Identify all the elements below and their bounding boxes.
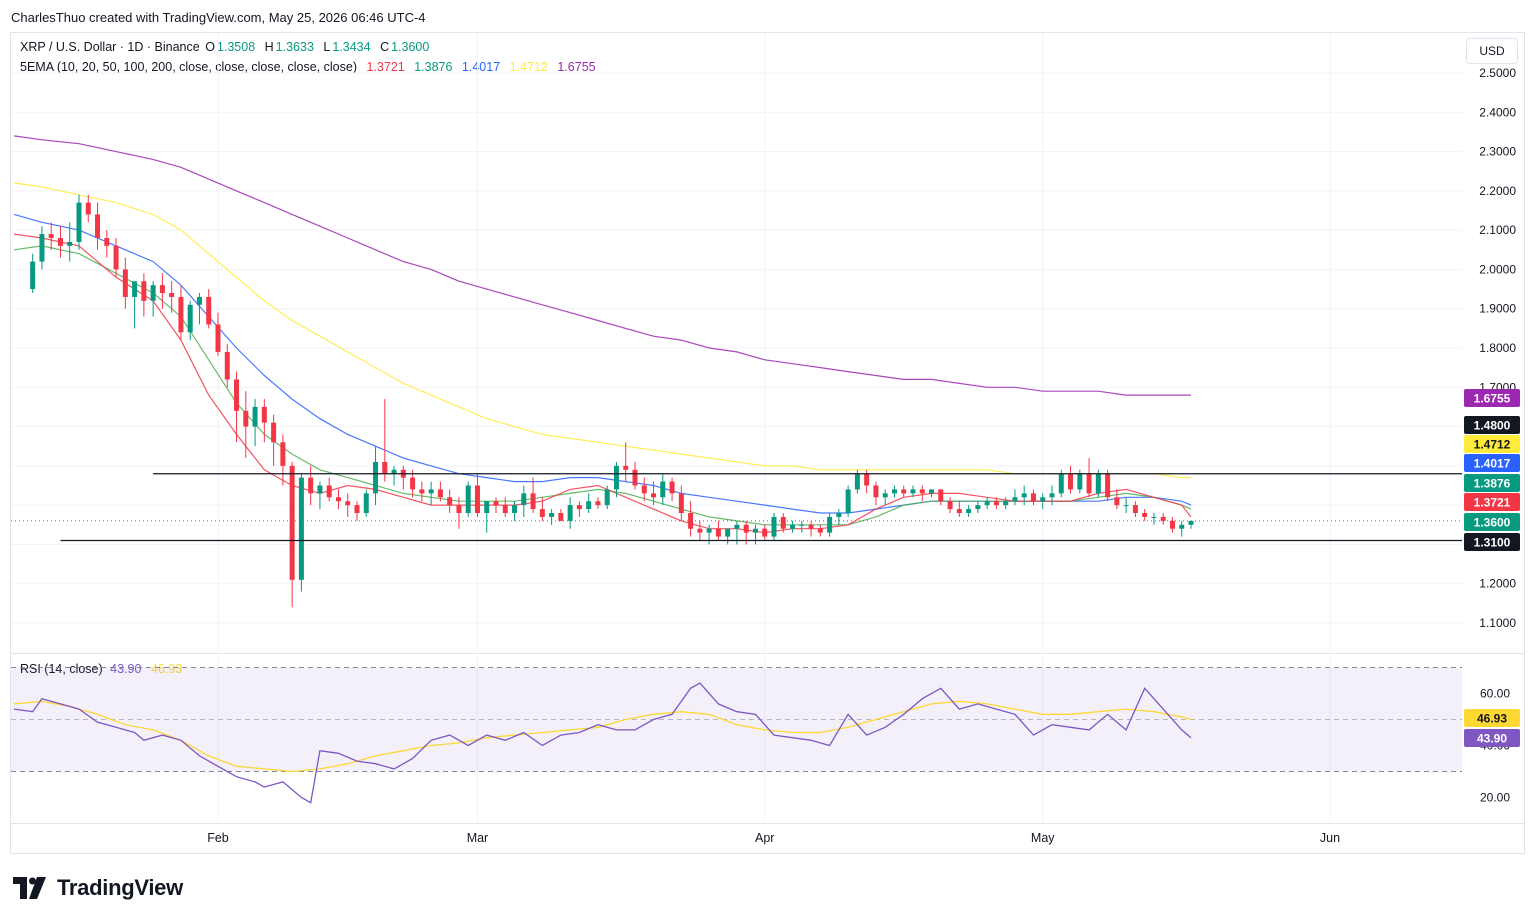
rsi-legend: RSI (14, close) 43.90 46.93 <box>20 662 184 676</box>
symbol-name[interactable]: XRP / U.S. Dollar · 1D · Binance <box>20 40 200 54</box>
low-label: L <box>323 40 331 54</box>
rsi-value: 43.90 <box>110 662 142 676</box>
open-label: O <box>205 40 215 54</box>
ema100-value: 1.4712 <box>509 60 548 74</box>
ema10-value: 1.3721 <box>366 60 405 74</box>
close-label: C <box>380 40 390 54</box>
high-value: 1.3633 <box>275 40 314 54</box>
currency-button[interactable]: USD <box>1466 38 1518 64</box>
symbol-legend: XRP / U.S. Dollar · 1D · Binance O 1.3508… <box>20 40 431 54</box>
tradingview-logo-icon <box>13 877 46 899</box>
open-value: 1.3508 <box>216 40 256 54</box>
low-value: 1.3434 <box>332 40 371 54</box>
chart-credit: CharlesThuo created with TradingView.com… <box>11 10 426 25</box>
high-label: H <box>264 40 274 54</box>
rsi-ma-value: 46.93 <box>150 662 183 676</box>
tradingview-logo[interactable]: TradingView <box>13 873 183 903</box>
ema-label[interactable]: 5EMA (10, 20, 50, 100, 200, close, close… <box>20 60 357 74</box>
close-value: 1.3600 <box>391 40 430 54</box>
chart-frame <box>10 32 1525 854</box>
ema20-value: 1.3876 <box>414 60 453 74</box>
rsi-label[interactable]: RSI (14, close) <box>20 662 103 676</box>
ema200-value: 1.6755 <box>557 60 596 74</box>
brand-name: TradingView <box>57 875 183 900</box>
ema-legend: 5EMA (10, 20, 50, 100, 200, close, close… <box>20 60 598 74</box>
ema50-value: 1.4017 <box>461 60 501 74</box>
